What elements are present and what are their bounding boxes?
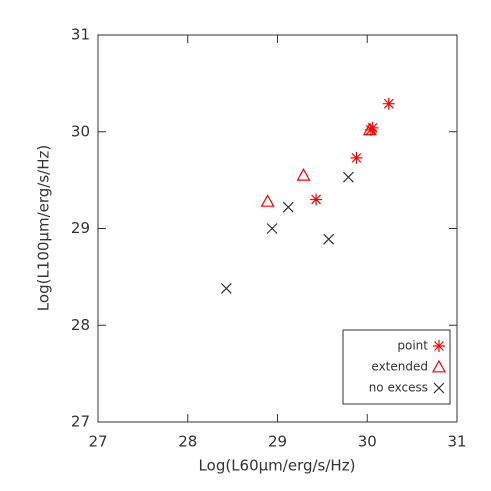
marker (350, 151, 363, 164)
x-tick-label: 27 (88, 433, 107, 451)
x-tick-label: 31 (447, 433, 466, 451)
x-tick-label: 29 (268, 433, 287, 451)
marker (364, 123, 377, 136)
marker (433, 340, 445, 352)
marker (431, 359, 447, 373)
x-tick-label: 28 (178, 433, 197, 451)
y-tick-label: 31 (71, 26, 90, 44)
marker (282, 201, 294, 213)
y-tick-label: 28 (71, 316, 90, 334)
y-axis-label: Log(L100μm/erg/s/Hz) (35, 145, 53, 311)
marker (342, 171, 354, 183)
y-tick-label: 29 (71, 219, 90, 237)
marker (382, 97, 395, 110)
y-tick-label: 27 (71, 413, 90, 431)
marker (220, 283, 232, 294)
marker (362, 122, 377, 136)
legend-box (342, 329, 451, 405)
marker (310, 193, 323, 206)
marker (260, 194, 275, 207)
marker (433, 382, 445, 394)
x-tick-label: 30 (358, 433, 377, 451)
legend-label: no excess (369, 381, 428, 395)
marker (296, 168, 311, 181)
legend-label: extended (371, 360, 428, 374)
x-axis-label: Log(L60μm/erg/s/Hz) (199, 457, 356, 475)
marker (266, 223, 278, 234)
marker (323, 233, 335, 245)
y-tick-label: 30 (71, 122, 90, 140)
legend-label: point (397, 339, 428, 353)
